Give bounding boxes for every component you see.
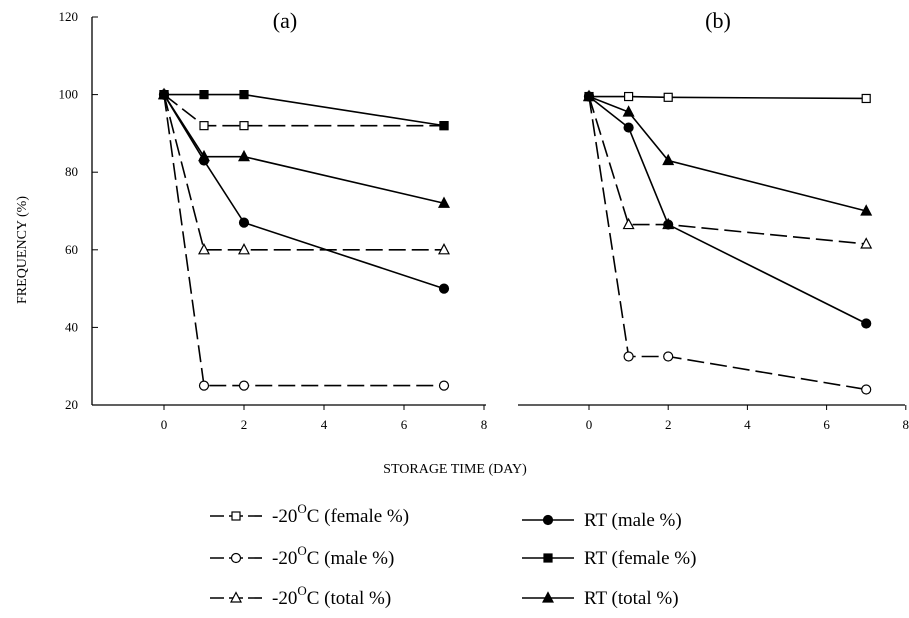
y-tick-label: 60: [65, 242, 78, 257]
y-tick-label: 80: [65, 164, 78, 179]
x-tick-label: 8: [481, 417, 488, 432]
x-tick-label: 6: [823, 417, 830, 432]
x-tick-label: 4: [744, 417, 751, 432]
data-point: [438, 380, 450, 391]
series-line: [164, 93, 445, 127]
data-point: [438, 196, 450, 208]
x-tick-label: 4: [321, 417, 328, 432]
data-point: [239, 89, 249, 100]
data-point: [663, 92, 673, 102]
y-tick-label: 100: [59, 87, 79, 102]
y-tick-label: 120: [59, 9, 79, 24]
legend-swatch-marker: [542, 591, 554, 603]
series-line: [163, 94, 444, 387]
x-tick-label: 0: [586, 417, 593, 432]
legend-swatch-marker: [230, 552, 242, 564]
data-point: [622, 217, 635, 230]
legend-item: RT (total %): [522, 588, 679, 609]
data-point: [861, 318, 872, 329]
legend-label: -20OC (total %): [272, 583, 391, 609]
data-point: [199, 121, 209, 131]
data-point: [199, 89, 209, 100]
panel-label: (b): [705, 8, 731, 33]
series-line: [588, 96, 867, 391]
data-point: [438, 243, 450, 255]
x-tick-label: 2: [241, 417, 248, 432]
legend-label: -20OC (female %): [272, 501, 409, 527]
series-line: [588, 95, 867, 212]
data-point: [861, 384, 872, 395]
x-tick-label: 8: [903, 417, 909, 432]
series-line: [589, 95, 867, 100]
legend-item: RT (male %): [522, 510, 682, 531]
data-point: [662, 153, 675, 166]
data-point: [861, 93, 871, 104]
series-line: [163, 94, 444, 251]
data-point: [238, 217, 250, 228]
data-point: [663, 351, 674, 362]
data-point: [438, 283, 450, 294]
data-point: [439, 121, 449, 131]
y-axis-title: FREQUENCY (%): [15, 196, 30, 304]
panel-a: (a) 0 2 4 6 8 20 40 60 80 100 120: [59, 8, 488, 432]
data-point: [238, 243, 250, 255]
data-point: [583, 89, 595, 102]
series-line: [163, 93, 444, 127]
legend-swatch-marker: [231, 511, 241, 521]
x-axis-title: STORAGE TIME (DAY): [383, 462, 527, 477]
legend-item: RT (female %): [522, 548, 696, 569]
panel-label: (a): [273, 8, 297, 33]
legend-label: -20OC (male %): [272, 543, 394, 569]
y-tick-label: 20: [65, 397, 78, 412]
data-point: [158, 87, 170, 100]
legend-item: -20OC (female %): [210, 501, 409, 527]
x-tick-label: 6: [401, 417, 408, 432]
legend: -20OC (female %) -20OC (male %) -20OC (tot…: [210, 501, 696, 609]
data-point: [238, 149, 250, 162]
series-line: [163, 94, 445, 205]
x-tick-label: 2: [665, 417, 672, 432]
x-tick-label: 0: [161, 417, 168, 432]
legend-swatch-marker: [230, 591, 242, 603]
legend-label: RT (female %): [584, 548, 696, 569]
data-point: [623, 122, 634, 133]
legend-label: RT (male %): [584, 510, 682, 531]
data-point: [623, 351, 634, 362]
data-point: [238, 380, 250, 391]
series-line: [588, 95, 867, 325]
series-line: [588, 96, 867, 245]
data-point: [198, 380, 210, 391]
legend-label: RT (total %): [584, 588, 679, 609]
legend-swatch-marker: [543, 553, 553, 563]
series-line: [163, 94, 445, 290]
data-point: [198, 149, 210, 162]
data-point: [622, 105, 635, 117]
legend-item: -20OC (male %): [210, 543, 394, 569]
data-point: [198, 243, 210, 255]
data-point: [860, 237, 873, 249]
data-point: [239, 121, 249, 131]
panel-b: (b) 0 2 4 6 8: [518, 8, 909, 432]
y-tick-label: 40: [65, 319, 78, 334]
data-point: [623, 91, 634, 102]
legend-item: -20OC (total %): [210, 583, 391, 609]
data-point: [663, 219, 674, 230]
data-point: [860, 204, 873, 216]
legend-swatch-marker: [542, 514, 554, 526]
